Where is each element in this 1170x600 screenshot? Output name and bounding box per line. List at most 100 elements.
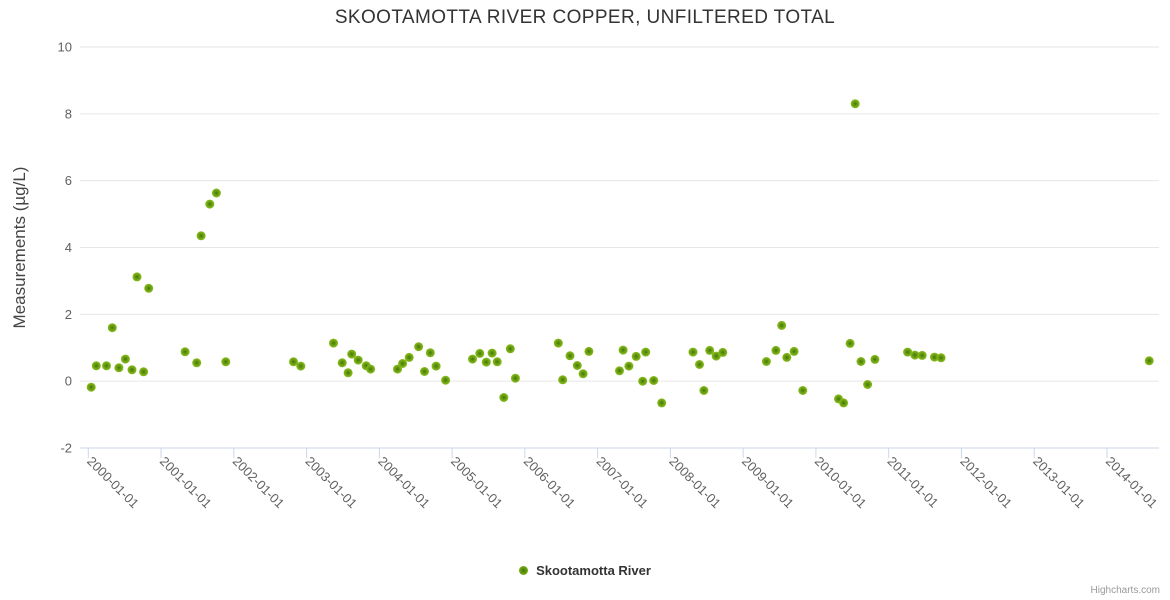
data-point[interactable] [631,351,641,361]
data-point[interactable] [578,369,588,379]
data-point[interactable] [903,347,913,357]
data-point[interactable] [289,357,298,367]
data-point[interactable] [337,358,347,368]
data-point[interactable] [91,361,101,371]
data-point[interactable] [845,338,855,348]
data-point[interactable] [431,361,441,371]
x-axis-tick-label: 2001-01-01 [157,454,215,512]
y-axis-tick-label: 0 [65,374,72,389]
data-point[interactable] [353,355,363,365]
legend-item-skootamotta-river[interactable]: Skootamotta River [0,563,1170,578]
data-point[interactable] [863,380,873,389]
data-point[interactable] [211,188,221,198]
data-point[interactable] [641,347,651,357]
data-point[interactable] [505,344,515,354]
data-point[interactable] [657,398,667,408]
data-point[interactable] [1144,356,1154,366]
data-point[interactable] [107,323,117,333]
x-axis-tick-label: 2004-01-01 [375,454,433,512]
data-point[interactable] [850,99,860,109]
data-point[interactable] [114,363,124,373]
data-point[interactable] [404,352,414,362]
data-point[interactable] [86,382,96,392]
data-point[interactable] [782,352,792,362]
x-axis-tick-label: 2000-01-01 [84,454,142,512]
chart-title: SKOOTAMOTTA RIVER COPPER, UNFILTERED TOT… [334,7,836,28]
data-point[interactable] [510,373,520,383]
data-point[interactable] [695,360,704,369]
data-point[interactable] [798,386,808,395]
data-point[interactable] [221,357,231,367]
data-point[interactable] [572,361,582,370]
y-axis-title: Measurements (µg/L) [10,167,29,329]
data-point[interactable] [487,348,497,358]
data-point[interactable] [839,398,849,408]
data-point[interactable] [481,357,491,367]
data-point[interactable] [930,352,939,362]
data-point[interactable] [468,354,477,364]
y-axis-tick-label: -2 [60,441,72,456]
data-point[interactable] [777,320,787,330]
data-point[interactable] [565,351,575,361]
data-point[interactable] [499,393,509,402]
data-point[interactable] [127,365,137,375]
data-point[interactable] [475,348,485,358]
data-point[interactable] [296,361,306,371]
data-point[interactable] [699,386,709,395]
data-point[interactable] [718,347,728,357]
data-point[interactable] [343,368,353,378]
data-point[interactable] [917,350,927,360]
data-point[interactable] [329,338,338,348]
legend-marker-icon [519,566,529,575]
x-axis-tick-label: 2013-01-01 [1030,454,1088,512]
data-point[interactable] [856,357,866,366]
data-point[interactable] [102,361,111,371]
x-axis-tick-label: 2007-01-01 [594,454,652,512]
data-point[interactable] [624,361,634,371]
data-point[interactable] [711,351,721,361]
data-point[interactable] [144,283,154,293]
x-axis-tick-label: 2006-01-01 [521,454,579,512]
data-point[interactable] [789,346,799,356]
data-point[interactable] [492,357,502,367]
data-point[interactable] [688,347,698,357]
y-axis-tick-label: 6 [65,173,72,188]
data-point[interactable] [705,345,715,355]
data-point[interactable] [936,353,946,363]
data-point[interactable] [584,346,594,356]
data-point[interactable] [132,272,142,282]
data-point[interactable] [196,231,206,241]
data-point[interactable] [398,359,408,368]
x-axis-tick-label: 2011-01-01 [885,454,942,511]
x-axis-tick-label: 2008-01-01 [666,454,724,512]
data-point[interactable] [649,376,659,385]
data-point[interactable] [425,348,435,358]
data-point[interactable] [366,364,376,374]
data-point[interactable] [205,199,215,209]
y-axis-tick-label: 4 [65,240,72,255]
data-point[interactable] [192,358,202,368]
data-point[interactable] [441,375,451,385]
data-point[interactable] [553,338,563,348]
data-point[interactable] [870,354,880,364]
data-point[interactable] [771,345,781,355]
y-axis-tick-label: 10 [58,40,72,55]
x-axis-tick-label: 2010-01-01 [812,454,870,512]
y-axis-tick-label: 8 [65,106,72,121]
data-point[interactable] [180,347,190,357]
data-point[interactable] [761,357,771,366]
data-point[interactable] [558,375,568,385]
data-point[interactable] [139,367,149,377]
data-point[interactable] [347,349,357,359]
data-point[interactable] [618,345,628,355]
x-axis-tick-label: 2014-01-01 [1103,454,1161,512]
data-point[interactable] [615,366,624,376]
data-point[interactable] [414,342,424,352]
data-point[interactable] [420,367,429,376]
data-point[interactable] [638,376,648,386]
data-point[interactable] [910,350,920,360]
x-axis-tick-label: 2009-01-01 [739,454,797,512]
data-point[interactable] [120,354,130,364]
y-axis-tick-label: 2 [65,307,72,322]
highcharts-credits[interactable]: Highcharts.com [1090,585,1160,596]
